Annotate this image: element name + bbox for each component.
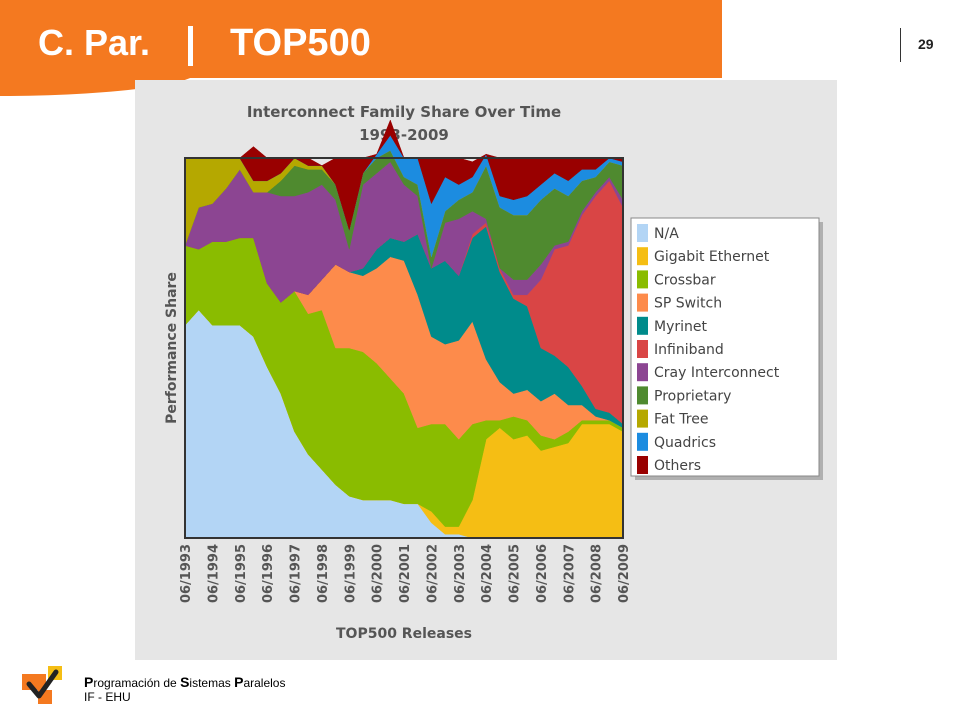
x-tick-label: 06/1996 xyxy=(261,544,276,603)
footer-text-part: rogramación de xyxy=(93,676,181,690)
legend-label-proprietary: Proprietary xyxy=(654,388,731,404)
x-tick-label: 06/1994 xyxy=(206,544,221,603)
y-axis-label: Performance Share xyxy=(164,272,180,424)
legend-label-infiniband: Infiniband xyxy=(654,342,724,358)
legend-label-crossbar: Crossbar xyxy=(654,272,716,288)
course-title: C. Par. xyxy=(38,22,151,63)
x-tick-label: 06/1993 xyxy=(179,544,194,603)
legend-label-n-a: N/A xyxy=(654,226,679,242)
chart-title: Interconnect Family Share Over Time xyxy=(247,103,561,121)
legend-swatch-sp-switch xyxy=(637,293,648,312)
x-axis-label: TOP500 Releases xyxy=(336,626,472,642)
plot-area xyxy=(184,119,624,539)
x-tick-label: 06/1997 xyxy=(289,544,304,603)
legend-box xyxy=(630,217,820,477)
plot-border xyxy=(184,157,624,539)
x-axis-ticks: 06/1993 06/1994 06/1995 06/1996 06/1997 06/19… xyxy=(179,544,632,603)
x-tick-label: 06/1995 xyxy=(234,544,249,603)
x-tick-label: 06/1999 xyxy=(343,544,358,603)
slide-title: TOP500 xyxy=(230,22,371,64)
footer-initial-s: S xyxy=(180,674,190,690)
legend-swatch-crossbar xyxy=(637,270,648,289)
legend-swatch-cray-interconnect xyxy=(637,363,648,382)
x-tick-label: 06/1998 xyxy=(316,544,331,603)
page-number-separator xyxy=(900,28,901,62)
footer-initial-p2: P xyxy=(234,674,244,690)
chart-subtitle: 1993-2009 xyxy=(359,126,449,144)
legend-label-myrinet: Myrinet xyxy=(654,319,707,335)
legend-label-fat-tree: Fat Tree xyxy=(654,412,708,428)
x-tick-label: 06/2004 xyxy=(480,544,495,603)
x-tick-label: 06/2001 xyxy=(398,544,413,603)
x-tick-label: 06/2007 xyxy=(562,544,577,603)
university-logo xyxy=(22,666,62,704)
x-tick-label: 06/2006 xyxy=(535,544,550,603)
title-separator xyxy=(188,26,193,66)
footer-text-part: istemas xyxy=(189,676,235,690)
x-tick-label: 06/2009 xyxy=(617,544,632,603)
x-tick-label: 06/2005 xyxy=(508,544,523,603)
footer-text-part: aralelos xyxy=(243,676,286,690)
x-tick-label: 06/2002 xyxy=(425,544,440,603)
legend-swatch-fat-tree xyxy=(637,409,648,428)
x-tick-label: 06/2008 xyxy=(590,544,605,603)
legend-swatch-myrinet xyxy=(637,316,648,335)
legend-items: N/A Gigabit Ethernet Crossbar SP Switch Myri… xyxy=(637,224,780,474)
area-chart: Interconnect Family Share Over Time 1993… xyxy=(164,103,823,642)
page-number: 29 xyxy=(918,36,934,52)
x-tick-label: 06/2000 xyxy=(371,544,386,603)
x-tick-label: 06/2003 xyxy=(453,544,468,603)
legend-label-sp-switch: SP Switch xyxy=(654,296,722,312)
footer-course-name: Programación de Sistemas Paralelos xyxy=(84,674,285,690)
legend: N/A Gigabit Ethernet Crossbar SP Switch Myri… xyxy=(630,217,823,480)
legend-swatch-quadrics xyxy=(637,432,648,451)
footer-institution: IF - EHU xyxy=(84,690,131,704)
legend-swatch-gigabit-ethernet xyxy=(637,247,648,266)
legend-label-quadrics: Quadrics xyxy=(654,435,716,451)
legend-swatch-infiniband xyxy=(637,340,648,358)
legend-swatch-others xyxy=(637,456,648,474)
legend-swatch-n-a xyxy=(637,224,648,242)
legend-swatch-proprietary xyxy=(637,386,648,405)
legend-label-others: Others xyxy=(654,458,701,474)
legend-label-cray-interconnect: Cray Interconnect xyxy=(654,365,780,381)
header-band xyxy=(0,0,722,78)
legend-label-gigabit-ethernet: Gigabit Ethernet xyxy=(654,249,770,265)
footer-initial-p: P xyxy=(84,674,94,690)
chart-frame: Interconnect Family Share Over Time 1993… xyxy=(135,80,837,660)
